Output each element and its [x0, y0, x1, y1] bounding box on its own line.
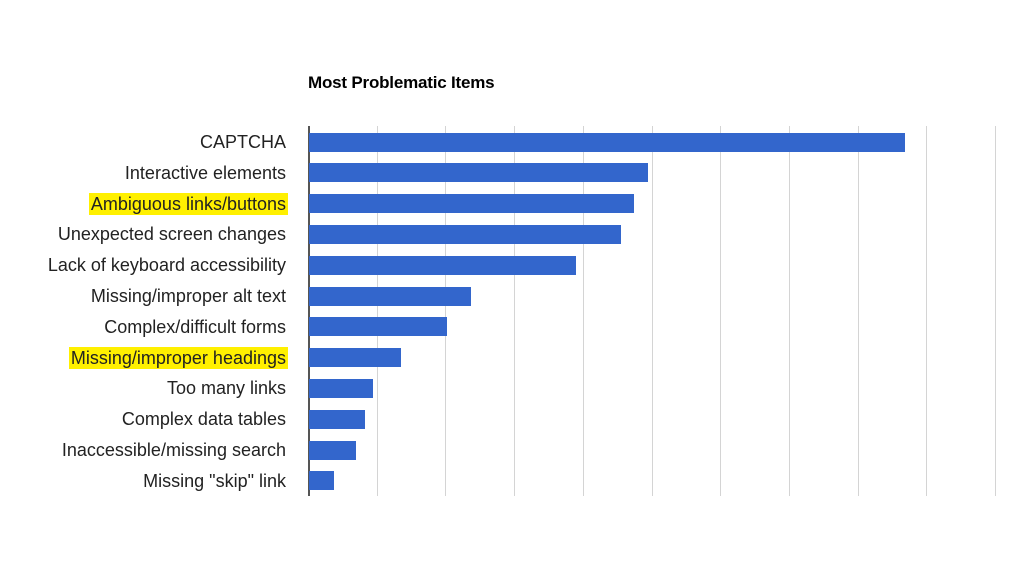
bar[interactable]	[309, 348, 401, 368]
gridline	[377, 126, 378, 496]
category-label: Complex data tables	[121, 409, 286, 430]
category-label: Ambiguous links/buttons	[88, 192, 288, 215]
category-label: Interactive elements	[124, 162, 286, 183]
category-label: Missing "skip" link	[143, 470, 286, 491]
bar[interactable]	[309, 286, 471, 306]
bar[interactable]	[309, 440, 356, 460]
gridline	[445, 126, 446, 496]
bar[interactable]	[309, 194, 634, 214]
plot-area	[308, 126, 996, 496]
bar[interactable]	[309, 409, 365, 429]
gridline	[858, 126, 859, 496]
gridline	[583, 126, 584, 496]
category-label: Complex/difficult forms	[104, 316, 286, 337]
bar[interactable]	[309, 224, 621, 244]
bar[interactable]	[309, 163, 648, 183]
category-label: Missing/improper alt text	[90, 286, 286, 306]
category-label: Lack of keyboard accessibility	[47, 255, 286, 276]
chart-title: Most Problematic Items	[308, 73, 495, 92]
bar[interactable]	[309, 132, 905, 152]
category-label: CAPTCHA	[199, 132, 286, 152]
bar[interactable]	[309, 317, 447, 337]
gridline	[995, 126, 996, 496]
gridline	[720, 126, 721, 496]
gridline	[926, 126, 927, 496]
gridline	[652, 126, 653, 496]
category-label: Inaccessible/missing search	[61, 440, 286, 460]
bar[interactable]	[309, 255, 576, 275]
y-axis-line	[308, 126, 310, 496]
gridline	[514, 126, 515, 496]
category-label: Missing/improper headings	[68, 346, 288, 369]
category-label: Too many links	[166, 378, 286, 399]
category-label: Unexpected screen changes	[57, 224, 286, 245]
bar[interactable]	[309, 471, 334, 491]
bar[interactable]	[309, 378, 373, 398]
gridline	[789, 126, 790, 496]
